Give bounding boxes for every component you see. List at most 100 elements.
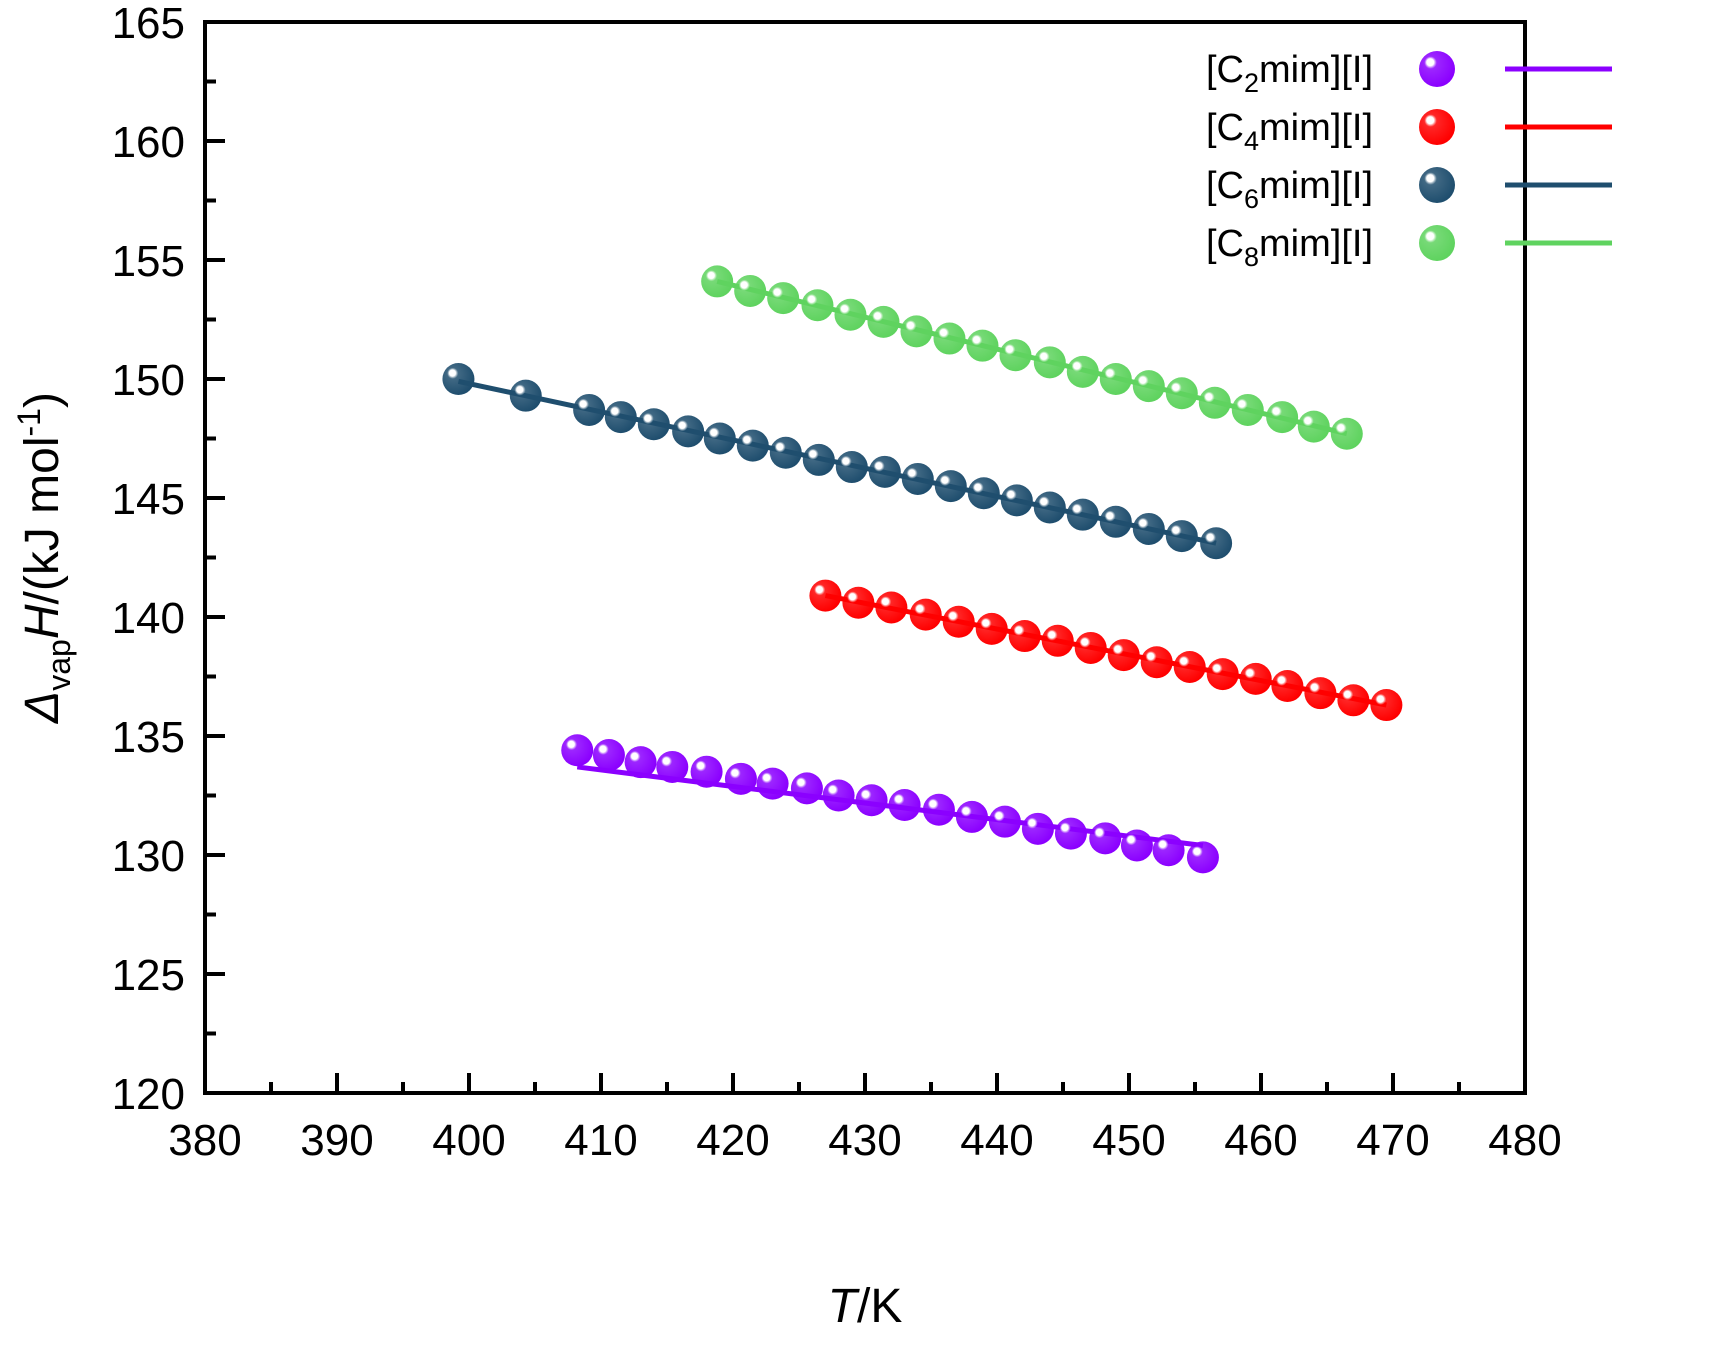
data-point <box>835 451 868 484</box>
legend-marker <box>1419 109 1455 145</box>
data-point <box>1066 498 1099 531</box>
y-tick-label: 155 <box>112 237 185 286</box>
data-point <box>1021 812 1054 845</box>
data-point <box>1165 377 1198 410</box>
data-point <box>842 586 875 619</box>
data-point <box>1033 346 1066 379</box>
legend-marker <box>1419 167 1455 203</box>
data-point <box>988 805 1021 838</box>
y-tick-label: 150 <box>112 356 185 405</box>
data-point <box>1200 527 1233 560</box>
y-axis-title-delta: Δ <box>16 691 69 724</box>
data-point <box>1132 370 1165 403</box>
data-point <box>888 789 921 822</box>
legend-marker <box>1419 51 1455 87</box>
data-point <box>767 282 800 315</box>
data-point <box>801 289 834 322</box>
data-point <box>1000 484 1033 517</box>
x-tick-label: 470 <box>1356 1116 1429 1165</box>
data-point <box>592 739 625 772</box>
data-point <box>656 750 689 783</box>
data-point <box>922 793 955 826</box>
y-tick-label: 145 <box>112 475 185 524</box>
data-point <box>703 422 736 455</box>
data-point <box>1041 624 1074 657</box>
data-point <box>1099 363 1132 395</box>
data-point <box>909 598 942 631</box>
data-point <box>809 579 842 612</box>
data-markers <box>442 265 1403 874</box>
data-point <box>637 408 670 441</box>
data-point <box>900 315 933 348</box>
x-tick-label: 450 <box>1092 1116 1165 1165</box>
y-axis-title-symbol: H <box>16 604 69 639</box>
data-point <box>1120 829 1153 862</box>
y-tick-label: 165 <box>112 0 185 48</box>
data-point <box>624 746 657 779</box>
y-axis-ticks: 120 125 130 135 140 145 150 155 160 165 <box>112 0 225 1119</box>
data-point <box>1132 512 1165 545</box>
legend-label: [C8mim][I] <box>1206 223 1373 272</box>
data-point <box>442 363 475 395</box>
data-point <box>1066 355 1099 388</box>
data-point <box>942 605 975 638</box>
y-tick-label: 140 <box>112 594 185 643</box>
data-point <box>604 401 637 434</box>
x-tick-label: 440 <box>960 1116 1033 1165</box>
y-tick-label: 135 <box>112 713 185 762</box>
data-point <box>561 734 594 767</box>
y-axis-title-sub: vap <box>41 639 77 691</box>
y-axis-title-sup: -1 <box>11 408 47 436</box>
x-axis-ticks: 380 390 400 410 420 430 440 450 460 470 480 <box>168 1073 1562 1165</box>
y-tick-label: 120 <box>112 1070 185 1119</box>
y-tick-label: 130 <box>112 832 185 881</box>
x-tick-label: 380 <box>168 1116 241 1165</box>
data-point <box>967 477 1000 510</box>
data-point <box>1165 520 1198 553</box>
data-point <box>1186 841 1219 874</box>
data-point <box>834 298 867 331</box>
data-point <box>867 305 900 338</box>
data-point <box>868 455 901 488</box>
legend-label: [C4mim][I] <box>1206 107 1373 156</box>
y-axis-title-close: ) <box>16 392 69 408</box>
data-point <box>1173 650 1206 683</box>
data-point <box>1271 670 1304 703</box>
data-point <box>1054 817 1087 850</box>
data-point <box>1089 822 1122 855</box>
data-point <box>573 393 606 426</box>
x-tick-label: 420 <box>696 1116 769 1165</box>
data-point <box>1074 631 1107 664</box>
data-point <box>672 415 705 448</box>
legend-label: [C2mim][I] <box>1206 49 1373 98</box>
data-point <box>790 772 823 805</box>
data-point <box>875 591 908 624</box>
x-axis-title-unit: /K <box>857 1280 902 1333</box>
data-point <box>1231 393 1264 426</box>
data-point <box>1297 410 1330 443</box>
legend-marker <box>1419 225 1455 261</box>
data-point <box>701 265 734 298</box>
data-point <box>769 436 802 469</box>
data-point <box>1206 658 1239 691</box>
data-point <box>1099 505 1132 538</box>
data-point <box>802 443 835 476</box>
data-point <box>1239 662 1272 695</box>
data-point <box>756 767 789 800</box>
x-tick-label: 400 <box>432 1116 505 1165</box>
data-point <box>975 612 1008 645</box>
x-tick-label: 430 <box>828 1116 901 1165</box>
x-tick-label: 410 <box>564 1116 637 1165</box>
data-point <box>1266 401 1299 434</box>
data-point <box>1152 834 1185 867</box>
data-point <box>1337 684 1370 717</box>
data-point <box>966 329 999 362</box>
data-point <box>1140 646 1173 679</box>
data-point <box>1370 689 1403 722</box>
data-point <box>822 779 855 812</box>
data-point <box>1033 491 1066 524</box>
data-point <box>724 762 757 795</box>
x-axis-title-symbol: T <box>828 1280 861 1333</box>
